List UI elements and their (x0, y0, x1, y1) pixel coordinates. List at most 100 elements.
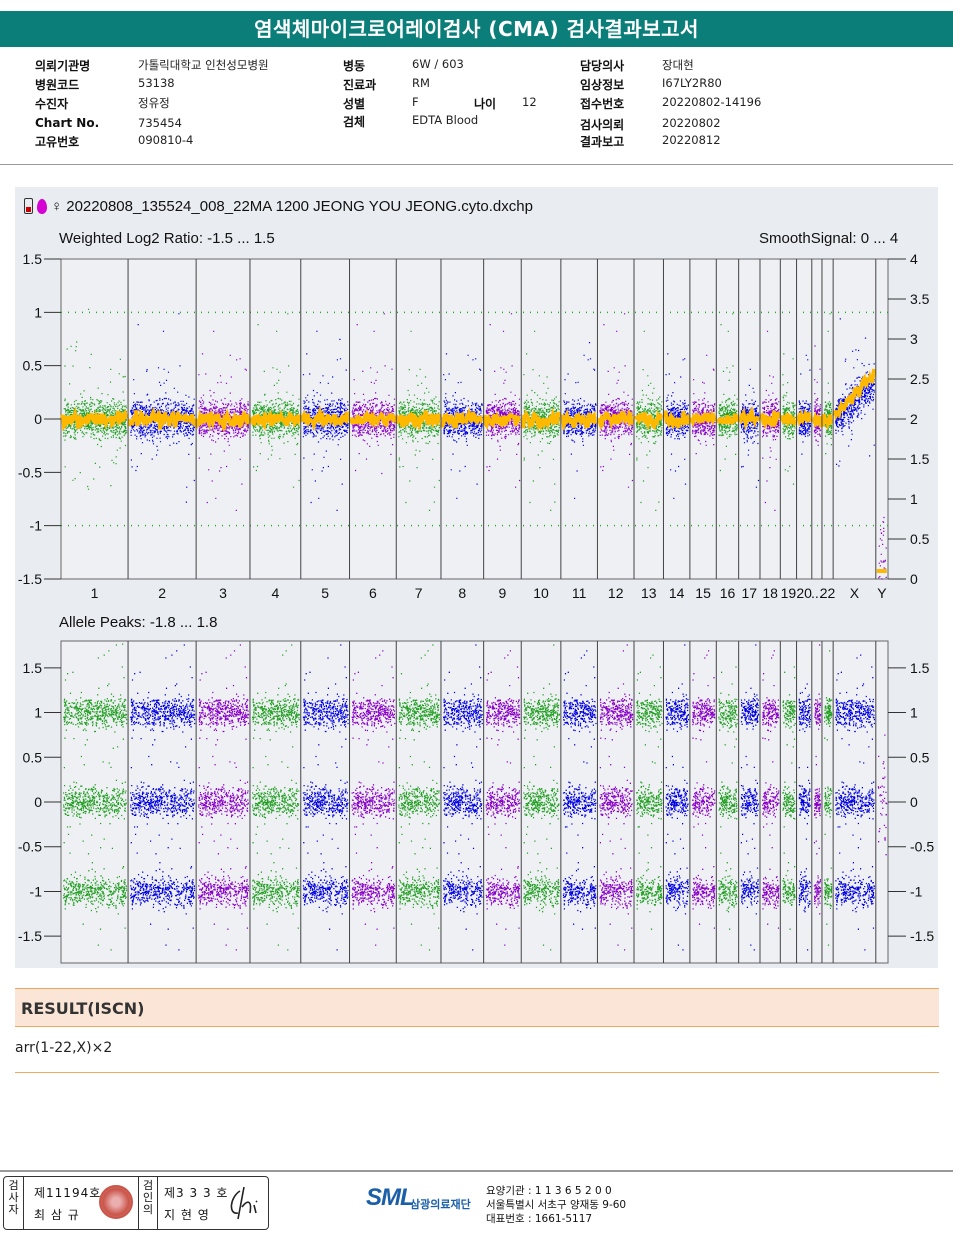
patient-info-section: 의뢰기관명 가톨릭대학교 인천성모병원 병원코드 53138 수진자 정유정 C… (0, 56, 953, 166)
allele-peak-scatter-chr20 (798, 683, 811, 951)
smooth-signal-line-chr5 (299, 405, 350, 432)
allele-peak-points-chr9 (485, 650, 521, 946)
smooth-signal-line-chr9 (482, 410, 521, 430)
top-chart-right-label: SmoothSignal: 0 ... 4 (759, 230, 899, 247)
left-axis-tick-label: 0.5 (23, 749, 43, 765)
smooth-signal-line-chr17 (738, 405, 761, 431)
info-value: EDTA Blood (412, 113, 479, 127)
smooth-signal-line-chr15 (688, 409, 717, 428)
info-value: 20220802 (662, 116, 721, 130)
smooth-signal-line-chr14 (662, 410, 691, 430)
top-chart-label: Weighted Log2 Ratio: -1.5 ... 1.5 (59, 230, 275, 247)
chromosome-tick-label: 4 (271, 585, 279, 601)
confirm-name: 지 현 영 (164, 1208, 210, 1222)
allele-peak-points-chr5 (302, 644, 349, 951)
left-axis-tick-label: 0 (34, 411, 42, 427)
allele-peak-points-chr11 (562, 650, 597, 930)
right-axis-tick-label: 2.5 (910, 371, 930, 387)
info-label: 나이 (474, 97, 497, 111)
allele-peak-points-chr10 (523, 644, 560, 951)
confirm-number: 제3 3 3 호 (164, 1186, 229, 1200)
right-axis-tick-label: 1.5 (910, 660, 930, 676)
log2-ratio-points-chr10 (520, 330, 562, 511)
allele-peak-points-chr17 (740, 644, 760, 951)
chromosome-tick-label: 1 (91, 585, 99, 601)
log2-ratio-points-chr7 (395, 330, 442, 511)
allele-peak-points-chr7 (398, 644, 441, 951)
log2-ratio-points-chr9 (482, 313, 521, 488)
allele-peak-scatter-chrY (877, 734, 888, 856)
logo-subtext: 삼광의료재단 (410, 1199, 471, 1211)
allele-peak-points-chr14 (665, 644, 690, 951)
smooth-signal-line-chr10 (520, 407, 562, 432)
log2-ratio-points-chr13 (633, 330, 663, 511)
allele-peak-points-chr18 (762, 650, 780, 929)
info-value: 735454 (138, 116, 182, 130)
right-axis-tick-label: 3 (910, 331, 918, 347)
allele-peak-points-chrX (835, 654, 875, 951)
info-label: 병원코드 (35, 78, 80, 92)
allele-peak-scatter-chr15 (691, 650, 716, 929)
info-label: 성별 (343, 97, 366, 111)
chromosome-tick-label: ... (811, 585, 823, 601)
log2-ratio-points-chr5 (299, 330, 350, 511)
allele-peak-scatter-chr8 (443, 644, 483, 951)
log2-ratio-points-chr4 (249, 313, 301, 488)
allele-peak-scatter-chr7 (398, 644, 441, 951)
allele-peak-scatter-chr18 (762, 650, 780, 929)
allele-peak-scatter-chr10 (523, 644, 560, 951)
allele-peak-points-chr21 (813, 644, 822, 915)
allele-peak-scatter-chr3 (198, 644, 250, 951)
left-axis-tick-label: -0.5 (18, 464, 42, 480)
org-line: 서울특별시 서초구 양재동 9-60 (486, 1199, 627, 1211)
info-label: 접수번호 (580, 97, 625, 111)
allele-peak-points-chr8 (443, 644, 483, 951)
allele-peak-points-chr15 (691, 650, 716, 929)
chromosome-tick-label: 14 (669, 585, 685, 601)
log2-ratio-points-chr19 (779, 353, 798, 485)
allele-peak-scatter-chr19 (782, 666, 796, 930)
left-axis-tick-label: 0.5 (23, 358, 43, 374)
bottom-chart-label: Allele Peaks: -1.8 ... 1.8 (59, 614, 218, 631)
smooth-signal-line-chr2 (127, 406, 198, 430)
logo-text: SML (366, 1184, 415, 1211)
allele-peak-points-chr2 (130, 644, 196, 951)
allele-peak-points-chr19 (782, 666, 796, 930)
smooth-signal-line-chr7 (395, 409, 442, 432)
allele-peak-scatter-chr4 (252, 644, 300, 951)
allele-peak-scatter-chr22 (824, 650, 833, 946)
allele-peak-points-chrY (877, 734, 888, 856)
result-value: arr(1-22,X)×2 (15, 1040, 113, 1056)
sml-logo: SML 삼광의료재단 (366, 1184, 471, 1212)
battery-icon (24, 198, 33, 214)
info-value: 090810-4 (138, 133, 194, 147)
info-label: 검사의뢰 (580, 118, 625, 132)
chromosome-tick-label: 7 (415, 585, 423, 601)
chromosome-tick-label: 8 (458, 585, 466, 601)
left-axis-tick-label: 1.5 (23, 660, 43, 676)
info-value: 20220802-14196 (662, 95, 762, 109)
org-line: 대표번호 : 1661-5117 (486, 1213, 593, 1225)
log2-ratio-points-chr18 (759, 330, 781, 511)
log2-ratio-points-chrY (876, 516, 887, 580)
allele-peak-points-chr20 (798, 683, 811, 951)
log2-ratio-points-chr1 (60, 308, 128, 490)
info-label: 진료과 (343, 78, 377, 92)
smooth-signal-line-chr12 (597, 409, 635, 431)
right-axis-tick-label: 4 (910, 251, 918, 267)
chromosome-tick-label: X (850, 585, 860, 601)
seal-icon (99, 1185, 133, 1219)
info-label: 결과보고 (580, 135, 625, 149)
info-value: 20220812 (662, 133, 721, 147)
allele-peak-points-chr16 (718, 666, 738, 930)
log2-ratio-points-chr14 (662, 353, 691, 499)
divider (0, 164, 953, 165)
allele-peak-scatter-chr12 (599, 644, 634, 951)
left-axis-tick-label: -0.5 (18, 839, 42, 855)
right-axis-tick-label: 3.5 (910, 291, 930, 307)
info-label: 병동 (343, 59, 366, 73)
log2-ratio-points-chr3 (195, 330, 251, 511)
allele-peak-points-chr3 (198, 644, 250, 951)
footer-divider (0, 1170, 953, 1172)
